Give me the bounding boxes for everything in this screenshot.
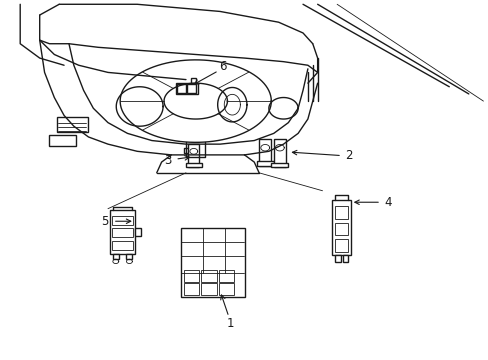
- Bar: [187, 84, 196, 93]
- Text: 6: 6: [218, 60, 226, 73]
- Bar: [183, 283, 199, 295]
- Bar: [259, 139, 271, 166]
- Bar: [112, 228, 133, 237]
- Bar: [183, 270, 199, 282]
- Bar: [342, 255, 347, 262]
- Bar: [334, 255, 340, 262]
- Text: 5: 5: [101, 215, 108, 229]
- Bar: [185, 163, 201, 167]
- Bar: [57, 117, 88, 132]
- Bar: [218, 270, 234, 282]
- Bar: [201, 270, 216, 282]
- Bar: [188, 144, 199, 167]
- Bar: [110, 211, 135, 253]
- Bar: [177, 84, 185, 93]
- Bar: [218, 283, 234, 295]
- Text: 1: 1: [226, 317, 234, 330]
- Bar: [271, 163, 288, 167]
- Bar: [49, 135, 76, 146]
- Bar: [334, 223, 347, 235]
- Text: 4: 4: [384, 196, 391, 209]
- Bar: [273, 139, 285, 167]
- Bar: [112, 241, 133, 250]
- Bar: [112, 216, 133, 225]
- Bar: [135, 228, 141, 235]
- Bar: [126, 253, 132, 259]
- Text: 2: 2: [345, 149, 352, 162]
- Bar: [331, 200, 350, 255]
- Bar: [113, 253, 119, 259]
- Bar: [201, 283, 216, 295]
- Text: 3: 3: [163, 154, 171, 167]
- Bar: [334, 239, 347, 252]
- Bar: [256, 161, 273, 166]
- Bar: [190, 78, 195, 83]
- Bar: [176, 83, 198, 94]
- Bar: [334, 206, 347, 219]
- Bar: [181, 228, 244, 297]
